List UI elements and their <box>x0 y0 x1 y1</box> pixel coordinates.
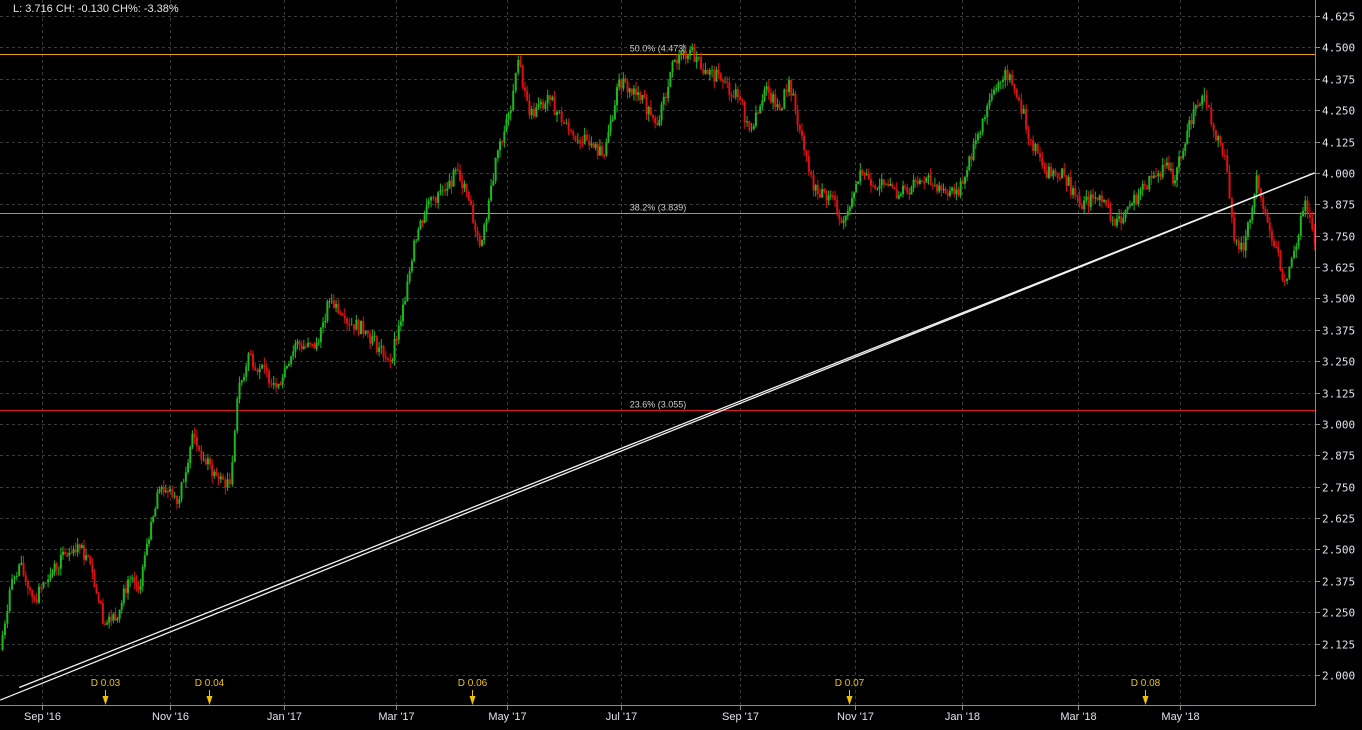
trendline <box>18 172 1315 689</box>
x-tick-label: Nov '16 <box>152 711 189 723</box>
dividend-label: D 0.03 <box>91 678 121 689</box>
dividend-label: D 0.04 <box>195 678 225 689</box>
y-tick-label: 2.125 <box>1322 639 1355 652</box>
y-tick-label: 4.375 <box>1322 74 1355 87</box>
y-axis: 4.625 4.500 4.375 4.250 4.125 4.000 3.875 3.750… <box>1315 11 1355 683</box>
fibonacci-levels: 50.0% (4.473) 38.2% (3.839) 23.6% (3.055) <box>0 44 1315 411</box>
dividend-arrow-icon <box>206 696 213 705</box>
y-tick-label: 4.125 <box>1322 137 1355 150</box>
x-tick-label: Jul '17 <box>606 711 637 723</box>
x-tick-label: Jan '17 <box>267 711 302 723</box>
trendlines[interactable] <box>0 172 1315 701</box>
x-tick-label: Sep '17 <box>722 711 759 723</box>
fibonacci-label: 38.2% (3.839) <box>630 203 687 213</box>
y-tick-label: 3.750 <box>1322 231 1355 244</box>
x-tick-label: Sep '16 <box>24 711 61 723</box>
dividend-arrow-icon <box>846 696 853 705</box>
y-tick-label: 3.875 <box>1322 199 1355 212</box>
dividend-arrow-icon <box>469 696 476 705</box>
x-tick-label: Mar '17 <box>378 711 414 723</box>
y-tick-label: 3.500 <box>1322 293 1355 306</box>
x-tick-label: May '18 <box>1161 711 1199 723</box>
price-series <box>1 43 1316 651</box>
price-legend: L: 3.716 CH: -0.130 CH%: -3.38% <box>13 3 179 15</box>
y-tick-label: 2.250 <box>1322 607 1355 620</box>
grid <box>0 0 1315 705</box>
dividend-label: D 0.06 <box>458 678 488 689</box>
y-tick-label: 2.375 <box>1322 576 1355 589</box>
y-tick-label: 4.500 <box>1322 42 1355 55</box>
dividend-arrow-icon <box>1142 696 1149 705</box>
y-tick-label: 3.000 <box>1322 419 1355 432</box>
dividend-arrow-icon <box>102 696 109 705</box>
y-tick-label: 4.000 <box>1322 168 1355 181</box>
fibonacci-label: 50.0% (4.473) <box>630 44 687 54</box>
y-tick-label: 2.500 <box>1322 544 1355 557</box>
x-axis: Sep '16 Nov '16 Jan '17 Mar '17 May '17 Jul '… <box>24 705 1200 723</box>
y-tick-label: 2.625 <box>1322 513 1355 526</box>
y-tick-label: 3.125 <box>1322 388 1355 401</box>
y-tick-label: 2.000 <box>1322 670 1355 683</box>
fibonacci-label: 23.6% (3.055) <box>630 400 687 410</box>
y-tick-label: 3.375 <box>1322 325 1355 338</box>
x-tick-label: Jan '18 <box>945 711 980 723</box>
y-tick-label: 2.750 <box>1322 482 1355 495</box>
y-tick-label: 2.875 <box>1322 450 1355 463</box>
y-tick-label: 3.250 <box>1322 356 1355 369</box>
y-tick-label: 4.625 <box>1322 11 1355 24</box>
x-tick-label: Mar '18 <box>1060 711 1096 723</box>
dividend-label: D 0.08 <box>1131 678 1161 689</box>
dividend-label: D 0.07 <box>835 678 865 689</box>
y-tick-label: 3.625 <box>1322 262 1355 275</box>
x-tick-label: May '17 <box>488 711 526 723</box>
dividend-markers: D 0.03 D 0.04 D 0.06 D 0.07 D 0.08 <box>91 678 1161 705</box>
x-tick-label: Nov '17 <box>837 711 874 723</box>
y-tick-label: 4.250 <box>1322 105 1355 118</box>
trendline <box>0 172 1315 701</box>
